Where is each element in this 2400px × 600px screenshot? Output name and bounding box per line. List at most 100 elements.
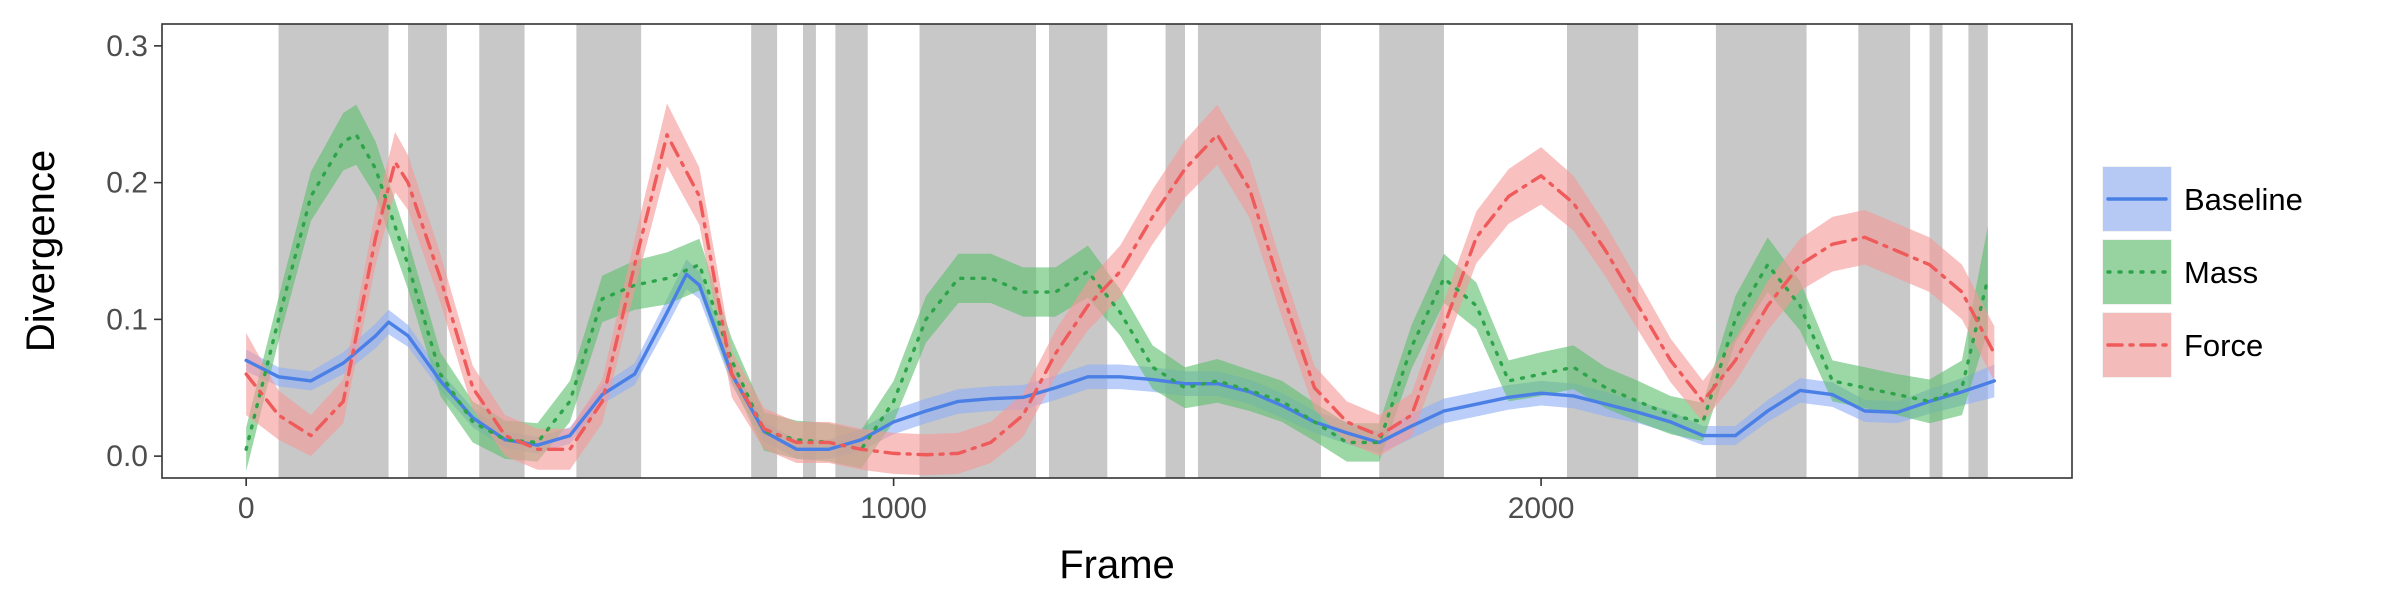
point-force-26 — [1055, 353, 1056, 354]
point-baseline-16 — [699, 285, 700, 286]
series-lines — [244, 133, 1997, 457]
point-baseline-21 — [861, 439, 862, 440]
point-force-29 — [1152, 216, 1153, 217]
point-mass-44 — [1638, 401, 1639, 402]
point-force-46 — [1702, 401, 1703, 402]
point-baseline-15 — [686, 274, 687, 275]
point-baseline-52 — [1864, 410, 1865, 411]
y-tick-label-1: 0.1 — [106, 303, 148, 336]
point-baseline-4 — [375, 335, 376, 336]
point-force-54 — [1961, 292, 1962, 293]
point-mass-50 — [1832, 380, 1833, 381]
point-baseline-13 — [634, 374, 635, 375]
point-mass-46 — [1702, 421, 1703, 422]
point-mass-34 — [1314, 421, 1315, 422]
point-baseline-3 — [343, 363, 344, 364]
point-force-2 — [310, 435, 311, 436]
point-mass-13 — [634, 285, 635, 286]
point-mass-6 — [408, 264, 409, 265]
point-mass-53 — [1929, 401, 1930, 402]
point-baseline-5 — [388, 322, 389, 323]
point-baseline-45 — [1638, 412, 1639, 413]
point-baseline-36 — [1346, 432, 1347, 433]
point-baseline-49 — [1767, 410, 1768, 411]
point-force-10 — [537, 449, 538, 450]
point-mass-31 — [1217, 380, 1218, 381]
legend-key-band-mass — [2103, 240, 2171, 304]
point-force-17 — [764, 428, 765, 429]
shaded-interval-3 — [576, 24, 642, 478]
point-mass-9 — [505, 439, 506, 440]
point-baseline-2 — [310, 380, 311, 381]
point-baseline-34 — [1282, 405, 1283, 406]
point-mass-29 — [1152, 367, 1153, 368]
point-baseline-10 — [537, 445, 538, 446]
point-mass-49 — [1800, 305, 1801, 306]
point-baseline-56 — [1994, 380, 1995, 381]
y-tick-label-3: 0.3 — [106, 30, 148, 63]
point-force-21 — [893, 453, 894, 454]
point-force-24 — [990, 442, 991, 443]
point-mass-2 — [310, 196, 311, 197]
point-mass-10 — [537, 442, 538, 443]
point-force-44 — [1638, 305, 1639, 306]
point-baseline-55 — [1961, 391, 1962, 392]
point-force-48 — [1767, 305, 1768, 306]
point-force-47 — [1735, 360, 1736, 361]
point-mass-47 — [1735, 319, 1736, 320]
point-mass-4 — [356, 134, 357, 135]
point-mass-25 — [1023, 292, 1024, 293]
point-mass-12 — [602, 298, 603, 299]
plot-panel-border — [161, 23, 2073, 479]
point-mass-1 — [278, 319, 279, 320]
point-mass-40 — [1508, 380, 1509, 381]
y-tick-label-0: 0.0 — [106, 440, 148, 473]
point-mass-30 — [1184, 387, 1185, 388]
point-force-36 — [1379, 435, 1380, 436]
point-mass-51 — [1864, 387, 1865, 388]
point-baseline-51 — [1832, 394, 1833, 395]
point-force-7 — [440, 278, 441, 279]
point-mass-22 — [926, 319, 927, 320]
point-mass-23 — [958, 278, 959, 279]
point-baseline-47 — [1702, 435, 1703, 436]
confidence-bands — [246, 103, 1995, 476]
point-force-1 — [278, 415, 279, 416]
legend-label-force: Force — [2184, 328, 2263, 363]
point-mass-33 — [1282, 401, 1283, 402]
point-mass-3 — [343, 141, 344, 142]
point-force-35 — [1346, 421, 1347, 422]
point-baseline-44 — [1605, 404, 1606, 405]
point-force-41 — [1541, 175, 1542, 176]
point-mass-26 — [1055, 292, 1056, 293]
point-baseline-42 — [1541, 393, 1542, 394]
point-baseline-39 — [1443, 410, 1444, 411]
point-mass-21 — [893, 401, 894, 402]
point-baseline-40 — [1476, 404, 1477, 405]
y-tick-label-2: 0.2 — [106, 167, 148, 200]
point-mass-28 — [1120, 312, 1121, 313]
point-mass-18 — [796, 439, 797, 440]
shaded-interval-6 — [835, 24, 868, 478]
point-mass-38 — [1443, 278, 1444, 279]
point-force-0 — [246, 374, 247, 375]
point-mass-27 — [1087, 271, 1088, 272]
legend-label-baseline: Baseline — [2184, 182, 2303, 217]
point-force-39 — [1476, 237, 1477, 238]
point-force-23 — [958, 453, 959, 454]
point-force-27 — [1087, 305, 1088, 306]
point-baseline-32 — [1217, 383, 1218, 384]
point-force-42 — [1573, 203, 1574, 204]
point-mass-24 — [990, 278, 991, 279]
point-force-52 — [1897, 251, 1898, 252]
point-mass-52 — [1897, 394, 1898, 395]
point-baseline-27 — [1055, 387, 1056, 388]
shaded-interval-5 — [802, 24, 816, 478]
point-force-25 — [1023, 415, 1024, 416]
point-force-15 — [699, 196, 700, 197]
point-baseline-19 — [796, 449, 797, 450]
point-force-3 — [343, 401, 344, 402]
point-mass-8 — [472, 421, 473, 422]
point-baseline-31 — [1184, 383, 1185, 384]
